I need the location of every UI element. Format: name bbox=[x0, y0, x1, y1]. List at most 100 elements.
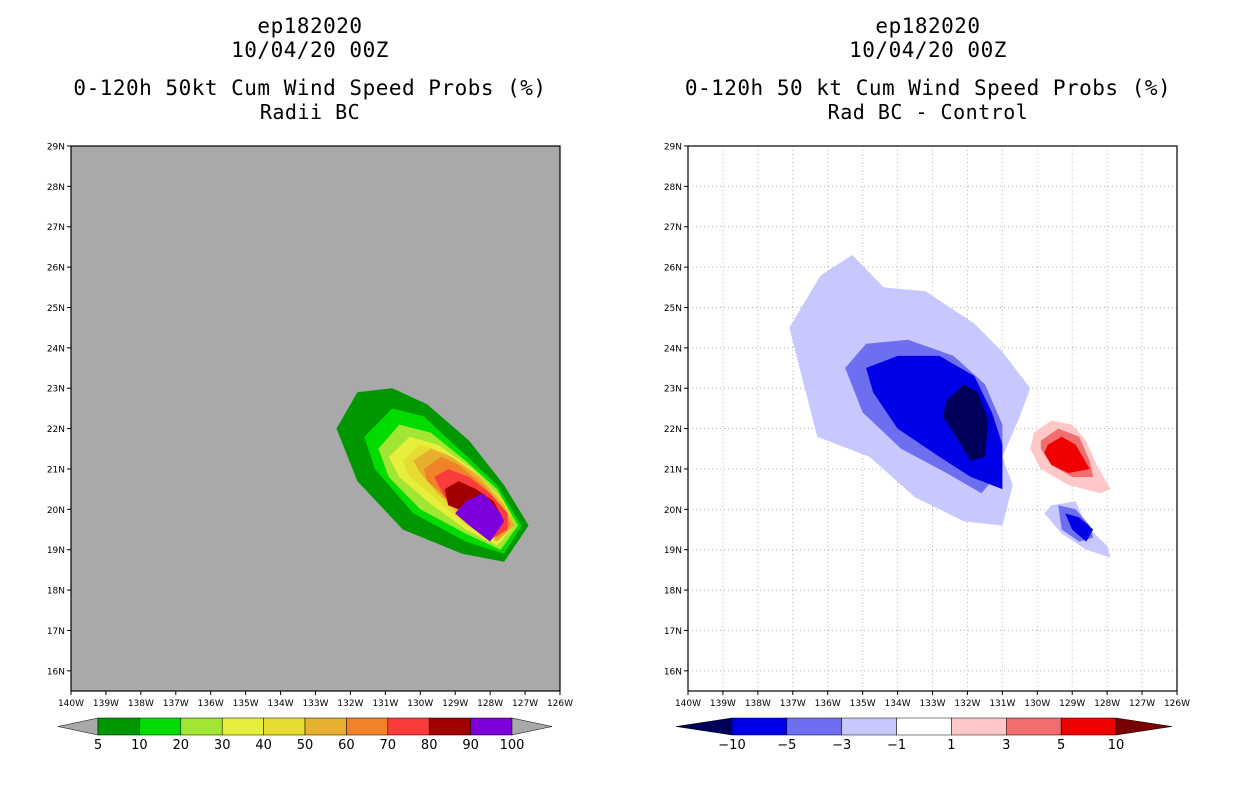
left-colorbar-swatch bbox=[304, 717, 347, 736]
right-colorbar: −10 −5 −3 −1 1 3 5 10 bbox=[675, 717, 1173, 753]
left-x-tick-label: 138W bbox=[128, 699, 154, 709]
left-storm-id: ep182020 bbox=[257, 14, 363, 38]
right-x-tick-label: 138W bbox=[745, 699, 771, 709]
left-y-tick-label: 25N bbox=[47, 304, 65, 314]
left-colorbar-label: 30 bbox=[214, 738, 231, 753]
left-colorbar-swatch bbox=[97, 717, 140, 736]
left-x-tick-label: 137W bbox=[163, 699, 189, 709]
left-plot-background bbox=[71, 146, 560, 691]
left-x-tick-label: 136W bbox=[198, 699, 224, 709]
right-x-tick-label: 133W bbox=[919, 699, 945, 709]
left-y-tick-label: 16N bbox=[47, 667, 65, 677]
left-colorbar-swatch bbox=[139, 717, 182, 736]
left-x-tick-label: 127W bbox=[512, 699, 538, 709]
left-y-tick-label: 17N bbox=[47, 627, 65, 637]
right-colorbar-label: −1 bbox=[887, 738, 906, 753]
right-chart-subtitle: Rad BC - Control bbox=[827, 100, 1029, 124]
left-y-tick-label: 23N bbox=[47, 385, 65, 395]
left-colorbar-label: 5 bbox=[94, 738, 102, 753]
left-colorbar-label: 70 bbox=[380, 738, 397, 753]
right-x-tick-label: 139W bbox=[710, 699, 736, 709]
left-chart: 140W 139W 138W 137W 136W 135W 134W 133W 132W 131W… bbox=[47, 143, 573, 754]
left-x-tick-label: 130W bbox=[407, 699, 433, 709]
left-colorbar-swatch bbox=[180, 717, 223, 736]
left-colorbar: 5 10 20 30 40 50 60 70 80 90 100 bbox=[57, 717, 553, 753]
right-y-tick-label: 18N bbox=[664, 587, 682, 597]
right-x-tick-label: 126W bbox=[1164, 699, 1190, 709]
right-colorbar-label: −10 bbox=[718, 738, 745, 753]
right-x-tick-label: 137W bbox=[780, 699, 806, 709]
right-colorbar-swatch bbox=[1006, 717, 1062, 736]
right-colorbar-swatch bbox=[1060, 717, 1117, 736]
right-y-tick-label: 20N bbox=[664, 506, 682, 516]
right-y-tick-label: 17N bbox=[664, 627, 682, 637]
right-contour-5 bbox=[1044, 436, 1090, 473]
left-colorbar-swatch bbox=[346, 717, 389, 736]
left-y-tick-label: 27N bbox=[47, 223, 65, 233]
left-colorbar-label: 40 bbox=[255, 738, 272, 753]
right-y-tick-label: 19N bbox=[664, 546, 682, 556]
left-x-tick-label: 139W bbox=[93, 699, 119, 709]
right-colorbar-label: 3 bbox=[1002, 738, 1010, 753]
left-colorbar-swatch bbox=[263, 717, 306, 736]
right-chart: 140W 139W 138W 137W 136W 135W 134W 133W 132W 131W… bbox=[664, 143, 1190, 754]
left-x-tick-label: 134W bbox=[268, 699, 294, 709]
left-y-tick-label: 29N bbox=[47, 143, 65, 153]
left-colorbar-label: 20 bbox=[173, 738, 190, 753]
right-colorbar-swatch bbox=[841, 717, 897, 736]
right-x-tick-label: 134W bbox=[885, 699, 911, 709]
right-colorbar-label: 5 bbox=[1057, 738, 1065, 753]
left-datetime: 10/04/20 00Z bbox=[231, 38, 389, 62]
right-storm-id: ep182020 bbox=[875, 14, 981, 38]
left-colorbar-label: 100 bbox=[500, 738, 525, 753]
left-colorbar-swatch bbox=[387, 717, 430, 736]
right-x-tick-label: 128W bbox=[1094, 699, 1120, 709]
left-x-tick-label: 135W bbox=[233, 699, 259, 709]
right-y-tick-label: 21N bbox=[664, 465, 682, 475]
left-contours bbox=[336, 388, 529, 562]
left-contour-90 bbox=[455, 493, 505, 542]
right-y-tick-label: 29N bbox=[664, 143, 682, 153]
right-colorbar-low-arrow bbox=[675, 717, 733, 736]
right-y-tick-label: 23N bbox=[664, 385, 682, 395]
left-colorbar-label: 10 bbox=[131, 738, 148, 753]
left-chart-title: 0-120h 50kt Cum Wind Speed Probs (%) bbox=[73, 76, 547, 100]
right-colorbar-swatch bbox=[731, 717, 788, 736]
left-chart-title-block: ep182020 10/04/20 00Z 0-120h 50kt Cum Wi… bbox=[10, 14, 610, 124]
right-y-tick-label: 16N bbox=[664, 667, 682, 677]
right-x-tick-label: 136W bbox=[815, 699, 841, 709]
left-colorbar-label: 50 bbox=[297, 738, 314, 753]
right-y-tick-label: 28N bbox=[664, 183, 682, 193]
left-colorbar-high-arrow bbox=[511, 717, 553, 736]
right-datetime: 10/04/20 00Z bbox=[849, 38, 1007, 62]
right-x-tick-label: 135W bbox=[850, 699, 876, 709]
right-colorbar-swatch bbox=[951, 717, 1007, 736]
right-chart-title-block: ep182020 10/04/20 00Z 0-120h 50 kt Cum W… bbox=[628, 14, 1228, 124]
right-x-tick-label: 131W bbox=[989, 699, 1015, 709]
right-colorbar-label: 10 bbox=[1108, 738, 1125, 753]
left-chart-subtitle: Radii BC bbox=[259, 100, 361, 124]
left-colorbar-label: 90 bbox=[462, 738, 479, 753]
right-x-tick-label: 129W bbox=[1059, 699, 1085, 709]
left-y-tick-label: 26N bbox=[47, 264, 65, 274]
right-colorbar-label: −3 bbox=[832, 738, 851, 753]
left-x-tick-label: 128W bbox=[477, 699, 503, 709]
left-colorbar-swatch bbox=[470, 717, 513, 736]
right-contours bbox=[789, 255, 1111, 558]
left-x-tick-label: 126W bbox=[547, 699, 573, 709]
right-y-tick-label: 25N bbox=[664, 304, 682, 314]
left-y-tick-label: 28N bbox=[47, 183, 65, 193]
left-y-tick-label: 22N bbox=[47, 425, 65, 435]
right-contour-neg5 bbox=[1065, 513, 1094, 542]
left-x-tick-label: 131W bbox=[372, 699, 398, 709]
left-x-tick-label: 129W bbox=[442, 699, 468, 709]
left-colorbar-swatch bbox=[221, 717, 264, 736]
left-y-tick-label: 21N bbox=[47, 465, 65, 475]
right-x-tick-label: 127W bbox=[1129, 699, 1155, 709]
right-y-tick-label: 26N bbox=[664, 264, 682, 274]
right-y-tick-label: 27N bbox=[664, 223, 682, 233]
right-colorbar-swatch bbox=[786, 717, 842, 736]
left-y-tick-label: 19N bbox=[47, 546, 65, 556]
right-y-tick-label: 24N bbox=[664, 344, 682, 354]
